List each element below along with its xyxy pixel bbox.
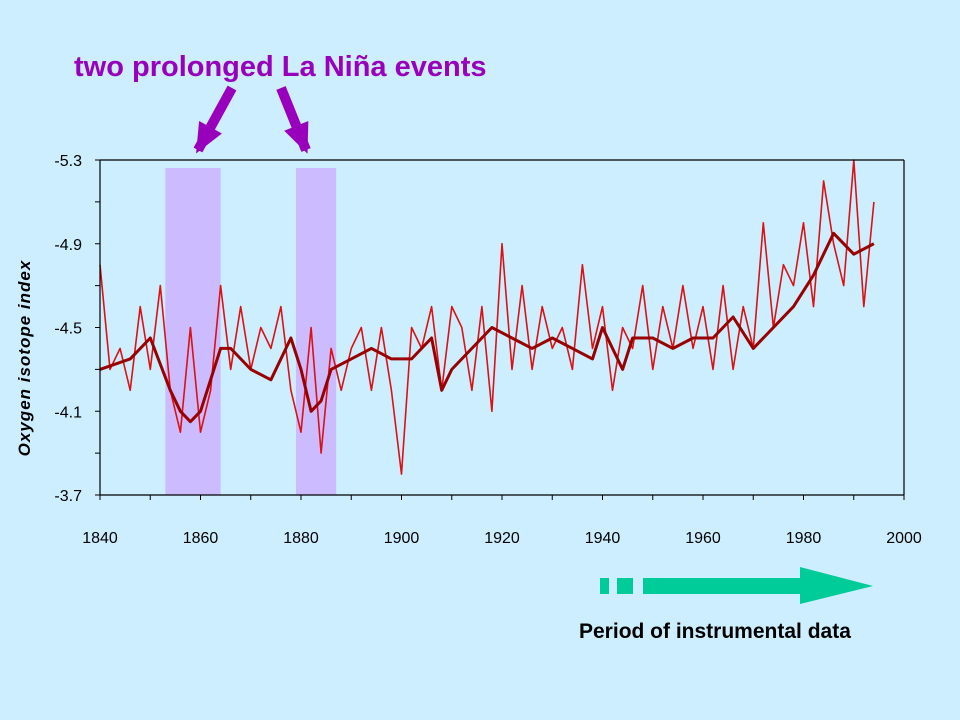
annotation-label: two prolonged La Niña events xyxy=(74,51,487,83)
x-tick-label: 2000 xyxy=(886,530,922,547)
chart-axes xyxy=(95,159,905,500)
x-tick-label: 1900 xyxy=(384,530,420,547)
series-line-smoothed xyxy=(99,231,875,424)
x-tick-label: 1860 xyxy=(183,530,219,547)
x-tick-label: 1980 xyxy=(786,530,822,547)
y-tick-label: -4.5 xyxy=(54,321,82,338)
y-axis-label: Oxygen isotope index xyxy=(15,259,34,456)
instrumental-period-arrow-icon xyxy=(600,567,873,604)
la-nina-band-2 xyxy=(295,168,337,495)
x-axis-tick-labels: 1840 1860 1880 1900 1920 1940 1960 1980 2000 xyxy=(82,530,922,547)
instrumental-period-label: Period of instrumental data xyxy=(579,620,851,643)
annotation-arrows xyxy=(193,85,311,154)
y-tick-label: -4.1 xyxy=(54,404,82,421)
x-tick-label: 1880 xyxy=(283,530,319,547)
x-tick-label: 1920 xyxy=(484,530,520,547)
arrow-head xyxy=(284,121,309,154)
y-axis-tick-labels: -5.3 -4.9 -4.5 -4.1 -3.7 xyxy=(54,153,82,505)
x-tick-label: 1960 xyxy=(685,530,721,547)
series-layer xyxy=(99,159,875,475)
x-tick-label: 1840 xyxy=(82,530,118,547)
la-nina-band-1 xyxy=(165,168,221,495)
annotation-arrow-2-icon xyxy=(276,86,311,154)
y-tick-label: -4.9 xyxy=(54,237,82,254)
x-tick-label: 1940 xyxy=(585,530,621,547)
annotation-arrow-1-icon xyxy=(193,85,237,154)
arrow-head xyxy=(196,120,222,154)
y-tick-label: -3.7 xyxy=(54,488,82,505)
la-nina-highlight-bands xyxy=(165,168,337,495)
y-tick-label: -5.3 xyxy=(54,153,82,170)
series-line-annual xyxy=(99,159,875,475)
